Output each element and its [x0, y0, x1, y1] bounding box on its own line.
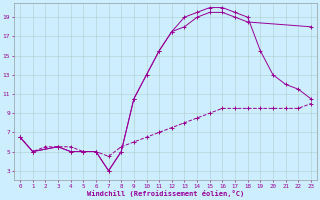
X-axis label: Windchill (Refroidissement éolien,°C): Windchill (Refroidissement éolien,°C): [87, 190, 244, 197]
